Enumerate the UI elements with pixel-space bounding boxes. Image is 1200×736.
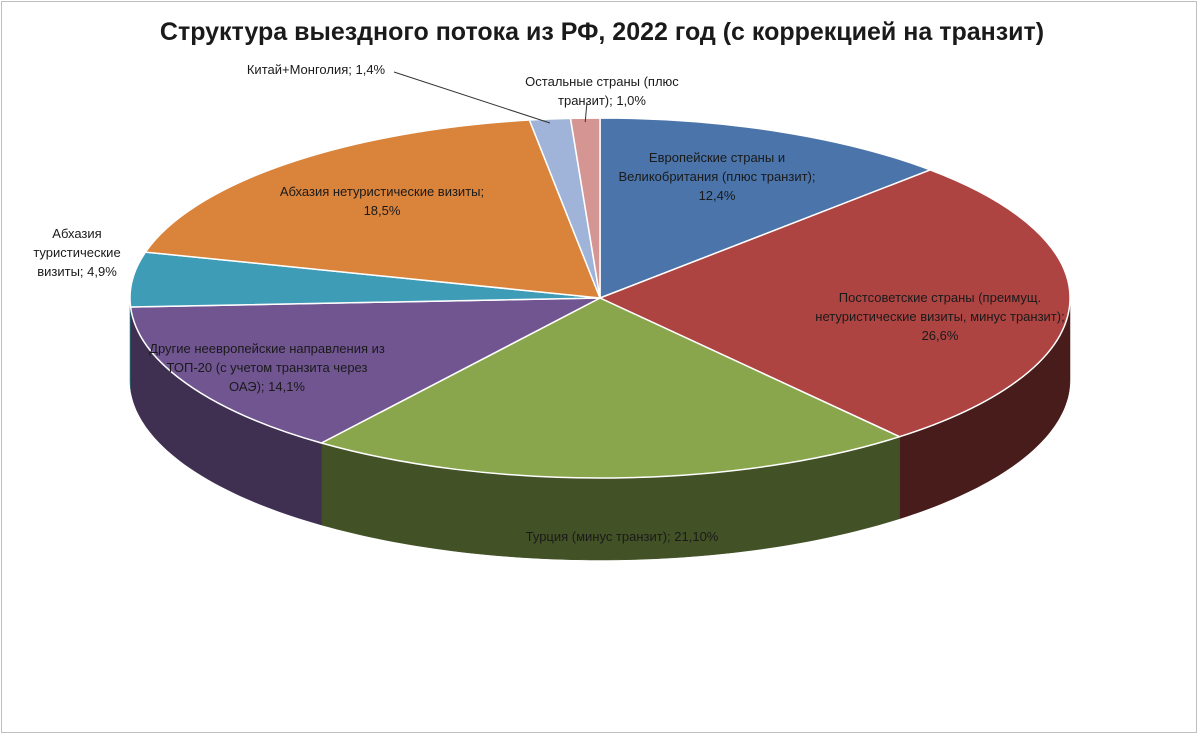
slice-label-abkhazia-nontourist: Абхазия нетуристические визиты; 18,5% <box>279 184 485 218</box>
pie-slice-1 <box>598 169 1071 438</box>
slice-label-turkey: Турция (минус транзит); 21,10% <box>525 529 719 544</box>
slice-label-other-countries: Остальные страны (плюс транзит); 1,0% <box>525 74 679 108</box>
pie-slice-4 <box>129 251 601 308</box>
leader-line-7 <box>584 101 588 123</box>
pie-slice-0 <box>599 117 933 300</box>
slice-label-china-mongolia: Китай+Монголия; 1,4% <box>246 62 386 77</box>
chart-title: Структура выездного потока из РФ, 2022 г… <box>159 18 1045 46</box>
leader-line-6 <box>393 71 551 124</box>
pie-top-faces <box>129 117 1071 479</box>
slice-label-europe: Европейские страны и Великобритания (плю… <box>618 150 816 203</box>
pie-side-4 <box>129 298 131 390</box>
slice-label-post-soviet: Постсоветские страны (преимущ. нетуристи… <box>815 290 1065 343</box>
pie-slice-3 <box>129 297 601 444</box>
slice-label-other-non-european: Другие неевропейские направления из ТОП-… <box>149 341 385 394</box>
slice-label-abkhazia-tourist: Абхазия туристические визиты; 4,9% <box>33 226 121 279</box>
pie-side-walls <box>129 297 1071 561</box>
pie-slice-5 <box>144 119 602 299</box>
pie-slice-2 <box>319 297 902 479</box>
